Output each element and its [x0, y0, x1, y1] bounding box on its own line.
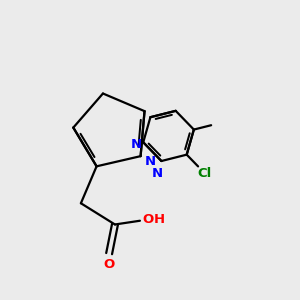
Text: Cl: Cl — [198, 167, 212, 180]
Text: O: O — [142, 213, 154, 226]
Text: N: N — [152, 167, 163, 180]
Text: H: H — [154, 213, 165, 226]
Text: N: N — [131, 138, 142, 151]
Text: O: O — [103, 258, 115, 272]
Text: N: N — [144, 155, 155, 168]
